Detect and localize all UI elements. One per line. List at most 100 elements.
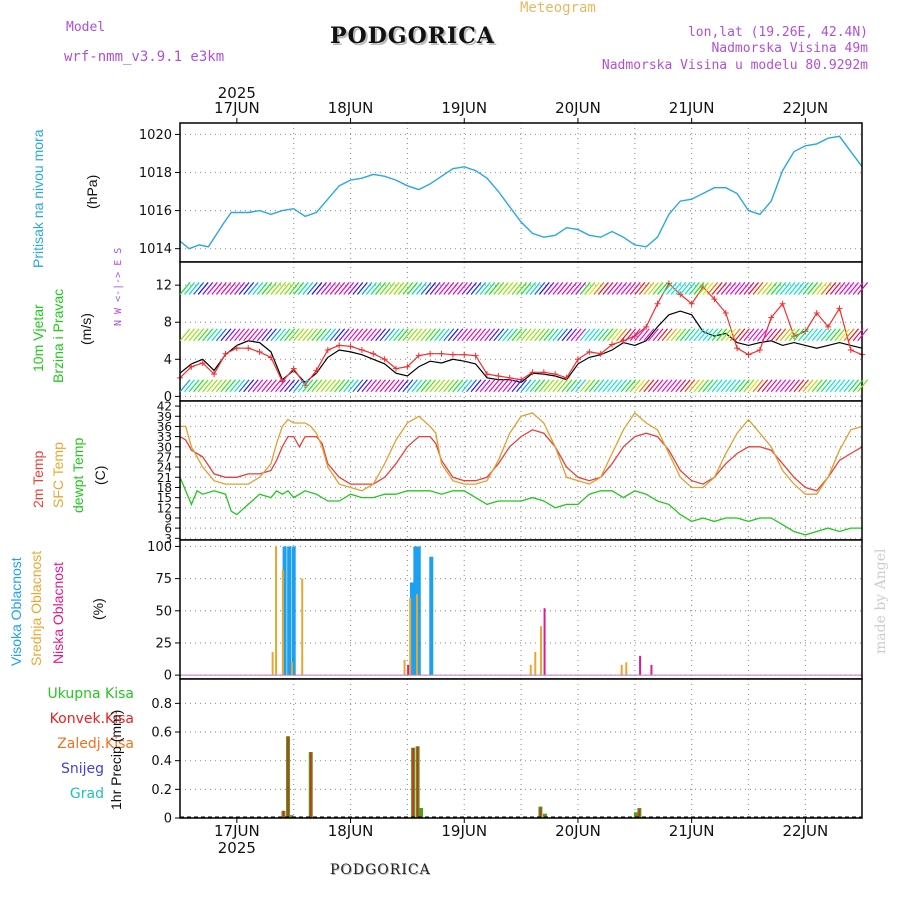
temperature-y-tick-label: 9 bbox=[164, 511, 172, 525]
wind-barb-band-mid bbox=[538, 328, 550, 342]
wind-barb-band-low bbox=[547, 379, 559, 393]
wind-barb-band-high bbox=[570, 282, 582, 295]
wind-barb-band-low bbox=[638, 379, 650, 393]
wind-barb-band-high bbox=[702, 282, 714, 295]
gust-marker bbox=[688, 300, 695, 307]
wind-barb-band-mid bbox=[707, 328, 719, 342]
wind-barb-band-mid bbox=[484, 328, 496, 342]
wind-barb-band-high bbox=[388, 282, 400, 295]
wind-barb-band-low bbox=[416, 379, 427, 393]
precip-bar bbox=[282, 810, 285, 818]
wind-barb-band-high bbox=[288, 282, 300, 295]
wind-barb-band-mid bbox=[802, 328, 814, 342]
wind-barb-band-high bbox=[547, 282, 559, 295]
wind-barb-band-low bbox=[375, 379, 387, 393]
gust-marker bbox=[574, 356, 581, 363]
wind-barb-band-mid bbox=[247, 328, 259, 342]
wind-barb-band-mid bbox=[788, 328, 800, 342]
clouds-bar bbox=[271, 651, 274, 676]
gust-marker bbox=[847, 347, 854, 354]
clouds-bar bbox=[407, 664, 410, 676]
wind-barb-band-high bbox=[857, 282, 869, 295]
wind-barb-band-mid bbox=[816, 328, 828, 342]
wind-barb-band-low bbox=[766, 379, 778, 393]
wind-barb-band-mid bbox=[761, 328, 773, 342]
wind-barb-band-high bbox=[229, 282, 241, 295]
wind-barb-band-low bbox=[261, 379, 273, 393]
wind-barb-band-low bbox=[393, 379, 405, 393]
gust-marker bbox=[393, 365, 400, 372]
wind-barb-band-high bbox=[443, 282, 455, 295]
wind-y-tick-label: 4 bbox=[164, 353, 172, 368]
wind-barb-band-low bbox=[643, 379, 655, 393]
clouds-bar bbox=[413, 546, 418, 676]
wind-barb-band-high bbox=[752, 282, 764, 295]
wind-barb-band-mid bbox=[652, 328, 664, 342]
wind-barb-band-low bbox=[788, 379, 800, 393]
wind-barb-band-low bbox=[575, 379, 587, 393]
wind-barb-band-mid bbox=[215, 328, 227, 342]
wind-barb-band-high bbox=[584, 282, 596, 295]
gust-marker bbox=[495, 372, 502, 379]
wind-barb-band-mid bbox=[838, 328, 850, 342]
wind-barb-band-low bbox=[629, 379, 641, 393]
wind-barb-band-high bbox=[516, 282, 528, 295]
wind-barb-band-high bbox=[456, 282, 468, 295]
wind-barb-band-low bbox=[666, 379, 678, 393]
wind-barb-band-low bbox=[661, 379, 673, 393]
wind-barb-band-mid bbox=[529, 328, 541, 342]
wind-barb-band-low bbox=[334, 379, 346, 393]
wind-barb-band-high bbox=[661, 282, 673, 295]
wind-barb-band-mid bbox=[284, 328, 296, 342]
wind-barb-band-low bbox=[179, 379, 191, 393]
wind-barb-band-high bbox=[811, 282, 823, 295]
gust-marker bbox=[358, 347, 365, 354]
bottom-day-label: 19JUN bbox=[441, 822, 487, 840]
wind-barb-band-high bbox=[834, 282, 846, 295]
wind-barb-band-low bbox=[748, 379, 759, 393]
wind-barb-band-high bbox=[243, 282, 255, 295]
gust-marker bbox=[370, 350, 377, 357]
wind-barb-band-mid bbox=[456, 328, 468, 342]
wind-barb-band-low bbox=[352, 379, 364, 393]
wind-barb-band-mid bbox=[402, 328, 414, 342]
precip-bar bbox=[638, 809, 641, 818]
wind-barb-band-mid bbox=[666, 328, 678, 342]
wind-barb-band-high bbox=[202, 282, 214, 295]
wind-barb-band-high bbox=[502, 282, 514, 295]
wind-barb-band-high bbox=[370, 282, 382, 295]
wind-barb-band-low bbox=[720, 379, 732, 393]
wind-barb-band-low bbox=[716, 379, 728, 393]
wind-barb-band-mid bbox=[698, 328, 709, 342]
wind-barb-band-low bbox=[811, 379, 823, 393]
wind-barb-band-low bbox=[338, 379, 350, 393]
wind-barb-band-high bbox=[393, 282, 405, 295]
wind-barb-band-mid bbox=[466, 328, 477, 342]
wind-barb-band-low bbox=[702, 379, 714, 393]
wind-barb-band-high bbox=[725, 282, 737, 295]
temperature-y-tick-label: 12 bbox=[157, 501, 172, 515]
wind-barb-band-mid bbox=[711, 328, 723, 342]
wind-barb-band-low bbox=[434, 379, 446, 393]
wind-barb-band-high bbox=[352, 282, 364, 295]
wind-barb-band-mid bbox=[288, 328, 300, 342]
wind-barb-band-low bbox=[252, 379, 264, 393]
wind-barb-band-high bbox=[470, 282, 482, 295]
wind-barb-band-high bbox=[716, 282, 728, 295]
wind-barb-band-mid bbox=[479, 328, 491, 342]
wind-barb-band-low bbox=[738, 379, 750, 393]
wind-barb-band-high bbox=[452, 282, 464, 295]
wind-barb-band-high bbox=[284, 282, 296, 295]
precip-y-tick-label: 0.6 bbox=[151, 726, 172, 741]
legend-conv-precip: Konvek.Kisa bbox=[49, 711, 134, 727]
gust-marker bbox=[563, 374, 570, 381]
temperature-y-tick-label: 27 bbox=[157, 450, 172, 464]
gust-marker bbox=[734, 345, 741, 352]
wind-barb-band-mid bbox=[534, 328, 546, 342]
wind-barb-band-mid bbox=[220, 328, 232, 342]
wind-barb-band-mid bbox=[693, 328, 705, 342]
precip-panel-frame bbox=[179, 678, 863, 819]
wind-barb-band-high bbox=[766, 282, 778, 295]
wind-barb-band-mid bbox=[252, 328, 264, 342]
wind-barb-band-low bbox=[593, 379, 605, 393]
